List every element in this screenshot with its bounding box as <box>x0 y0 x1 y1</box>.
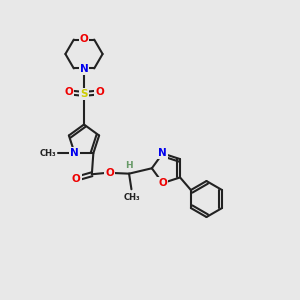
Text: O: O <box>105 168 114 178</box>
Text: O: O <box>95 87 104 98</box>
Text: CH₃: CH₃ <box>123 194 140 202</box>
Text: N: N <box>158 148 167 158</box>
Text: O: O <box>72 174 81 184</box>
Text: H: H <box>125 161 133 170</box>
Text: S: S <box>80 89 88 99</box>
Text: O: O <box>158 178 167 188</box>
Text: N: N <box>80 64 88 74</box>
Text: N: N <box>70 148 79 158</box>
Text: O: O <box>64 87 73 98</box>
Text: O: O <box>80 34 88 44</box>
Text: CH₃: CH₃ <box>39 149 56 158</box>
